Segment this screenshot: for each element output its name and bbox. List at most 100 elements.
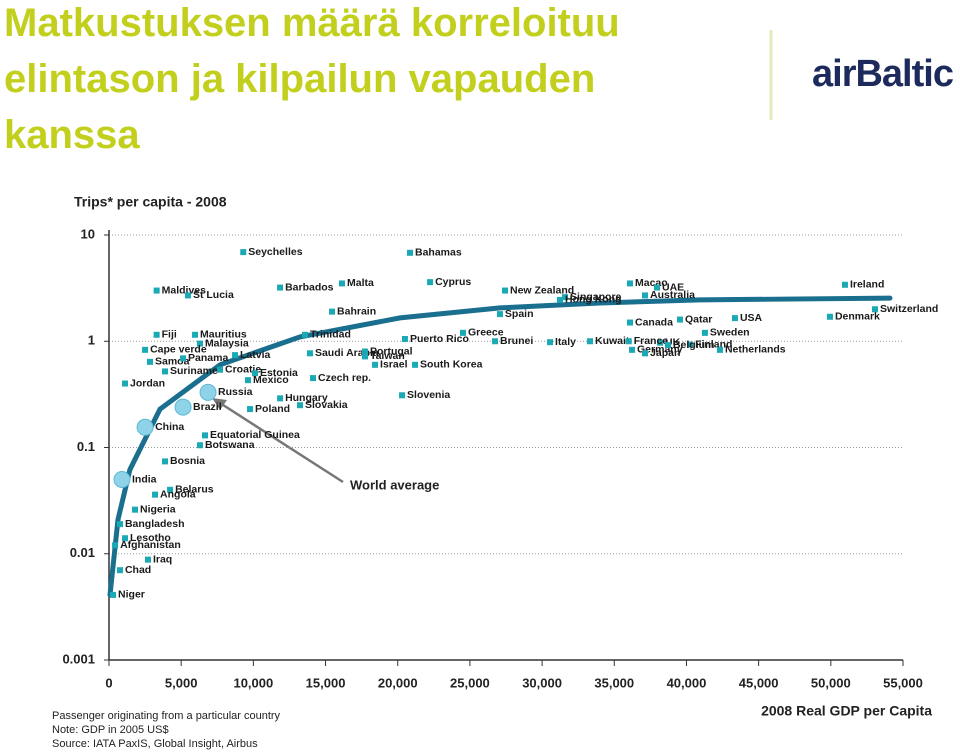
- point-label: Suriname: [170, 365, 218, 377]
- point-label: Cape verde: [150, 344, 207, 356]
- point-label: Netherlands: [725, 344, 786, 356]
- point-label: Malta: [347, 277, 374, 289]
- point: [399, 392, 406, 399]
- point: [116, 521, 123, 528]
- point-label: Slovenia: [407, 389, 450, 401]
- point: [122, 535, 129, 542]
- point: [112, 542, 119, 549]
- point-label: Jordan: [130, 377, 165, 389]
- point: [162, 368, 169, 375]
- point: [184, 292, 191, 299]
- point-label: Mexico: [253, 374, 289, 386]
- x-tick-label: 0: [105, 675, 112, 690]
- point-label: Belgium: [673, 339, 714, 351]
- point: [687, 341, 694, 348]
- point-label: Finland: [695, 338, 732, 350]
- point-label: Australia: [650, 289, 695, 301]
- point: [676, 316, 683, 323]
- point: [701, 329, 708, 336]
- point-label: Chad: [125, 564, 151, 576]
- point: [142, 346, 149, 353]
- x-tick-label: 25,000: [450, 675, 490, 690]
- point: [871, 306, 878, 313]
- point: [192, 331, 199, 338]
- point-label: Brunei: [500, 335, 533, 347]
- point: [153, 287, 160, 294]
- point: [167, 486, 174, 493]
- point: [664, 342, 671, 349]
- point: [232, 352, 239, 359]
- point: [122, 380, 129, 387]
- point-label: Bahamas: [415, 247, 462, 259]
- x-tick-label: 30,000: [522, 675, 562, 690]
- y-tick-label: 10: [81, 226, 95, 241]
- annotation: World average: [350, 477, 439, 492]
- point: [625, 338, 632, 345]
- point: [372, 361, 379, 368]
- point-label: Niger: [118, 589, 145, 601]
- point: [309, 375, 316, 382]
- point-label: Bangladesh: [125, 518, 185, 530]
- point-label: Denmark: [835, 311, 880, 323]
- point-label: Afghanistan: [120, 539, 181, 551]
- point-label: Taiwan: [370, 350, 405, 362]
- point: [562, 294, 569, 301]
- point: [277, 395, 284, 402]
- note: Source: IATA PaxIS, Global Insight, Airb…: [52, 738, 258, 750]
- point: [180, 355, 187, 362]
- point: [277, 284, 284, 291]
- point: [131, 506, 138, 513]
- plot: 0.001 0.01 0.1 1 10 0 5,000 10,000 15,000 20,000 2…: [62, 226, 938, 690]
- x-tick-label: 15,000: [306, 675, 346, 690]
- point-label: Botswana: [205, 439, 255, 451]
- point-label: Kuwait: [595, 335, 630, 347]
- point-label: Italy: [555, 336, 576, 348]
- point-label: Equatorial Guinea: [210, 429, 300, 441]
- point-label: Japan: [650, 347, 680, 359]
- x-tick-label: 5,000: [165, 675, 198, 690]
- point-label: Singapore: [570, 291, 622, 303]
- logo: airBaltic: [812, 53, 954, 95]
- point-label: Qatar: [685, 313, 712, 325]
- point-label: Belarus: [175, 484, 214, 496]
- point: [657, 339, 664, 346]
- point: [459, 329, 466, 336]
- point-label: Israel: [380, 359, 408, 371]
- point: [217, 366, 224, 373]
- y-tick-label: 0.001: [62, 651, 95, 666]
- point-label: Seychelles: [248, 246, 302, 258]
- point: [826, 313, 833, 320]
- point: [642, 350, 649, 357]
- point-label: Mauritius: [200, 329, 247, 341]
- point-label: Panama: [188, 352, 228, 364]
- point-label: Trinidad: [310, 329, 351, 341]
- point: [841, 281, 848, 288]
- note: Note: GDP in 2005 US$: [52, 724, 169, 736]
- point: [247, 406, 254, 413]
- point-label: China: [155, 421, 184, 433]
- point-label: Angola: [160, 488, 196, 500]
- point: [556, 296, 563, 303]
- point: [412, 361, 419, 368]
- point-label: Germany: [637, 344, 683, 356]
- point: [547, 339, 554, 346]
- point: [153, 331, 160, 338]
- point-label: Bahrain: [337, 305, 376, 317]
- x-tick-label: 55,000: [883, 675, 923, 690]
- x-tick-label: 20,000: [378, 675, 418, 690]
- point-label: Poland: [255, 403, 290, 415]
- bubble: [136, 418, 154, 436]
- point: [627, 319, 634, 326]
- point-label: Spain: [505, 308, 534, 320]
- annotation-arrow: [219, 401, 344, 484]
- y-tick-label: 1: [88, 333, 95, 348]
- point-label: Slovakia: [305, 399, 348, 411]
- point-label: Lesotho: [130, 532, 171, 544]
- bubble: [174, 398, 192, 416]
- bubble: [199, 383, 217, 401]
- point: [406, 249, 413, 256]
- point-label: Russia: [218, 386, 253, 398]
- point-label: Hong Kong: [565, 294, 622, 306]
- point: [146, 358, 153, 365]
- note: Passenger originating from a particular …: [52, 710, 281, 722]
